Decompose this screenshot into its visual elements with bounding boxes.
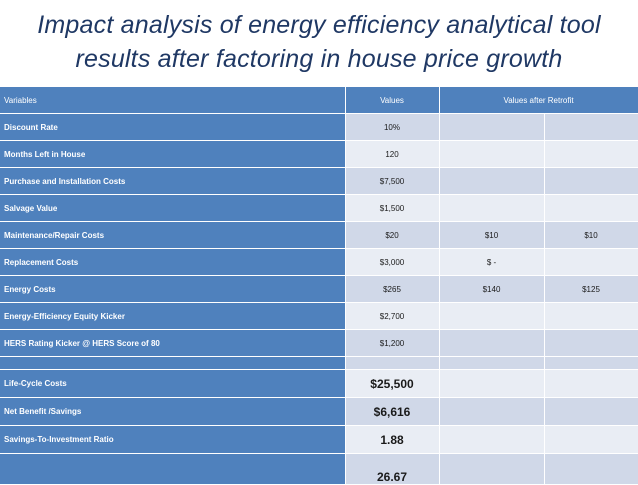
row-retrofit-value-a: $ - (439, 248, 545, 276)
summary-row: 26.67 (0, 453, 638, 485)
table-row: Salvage Value $1,500 (0, 194, 638, 222)
row-label: Replacement Costs (0, 248, 346, 276)
table-row: Replacement Costs $3,000 $ - (0, 248, 638, 276)
row-retrofit-value-b (544, 113, 638, 141)
row-value: $1,200 (345, 329, 440, 357)
summary-label: Net Benefit /Savings (0, 397, 346, 426)
row-retrofit-value-a: $140 (439, 275, 545, 303)
row-label: Energy Costs (0, 275, 346, 303)
summary-value: $6,616 (345, 397, 440, 426)
row-retrofit-value-a (439, 302, 545, 330)
row-label: Maintenance/Repair Costs (0, 221, 346, 249)
table-header-row: Variables Values Values after Retrofit (0, 87, 638, 114)
row-value: $20 (345, 221, 440, 249)
row-label: Months Left in House (0, 140, 346, 168)
header-variables: Variables (0, 87, 346, 114)
table-row: Energy-Efficiency Equity Kicker $2,700 (0, 302, 638, 330)
row-value: $2,700 (345, 302, 440, 330)
row-value: 10% (345, 113, 440, 141)
summary-label (0, 453, 346, 485)
row-label: Energy-Efficiency Equity Kicker (0, 302, 346, 330)
slide-title: Impact analysis of energy efficiency ana… (0, 8, 638, 76)
table-row: Energy Costs $265 $140 $125 (0, 275, 638, 303)
table-row: Maintenance/Repair Costs $20 $10 $10 (0, 221, 638, 249)
row-retrofit-value-a (439, 167, 545, 195)
row-retrofit-value-b (544, 140, 638, 168)
row-retrofit-value-a (439, 329, 545, 357)
row-value: $265 (345, 275, 440, 303)
table-row: HERS Rating Kicker @ HERS Score of 80 $1… (0, 329, 638, 357)
summary-row: Net Benefit /Savings $6,616 (0, 397, 638, 426)
row-value: $1,500 (345, 194, 440, 222)
summary-label: Life-Cycle Costs (0, 369, 346, 398)
row-value: $7,500 (345, 167, 440, 195)
table-spacer-row (0, 356, 638, 370)
row-retrofit-value-b (544, 167, 638, 195)
row-retrofit-value-b (544, 329, 638, 357)
slide-title-line-1: Impact analysis of energy efficiency ana… (37, 11, 601, 39)
row-label: Purchase and Installation Costs (0, 167, 346, 195)
row-value: $3,000 (345, 248, 440, 276)
row-retrofit-value-a: $10 (439, 221, 545, 249)
header-values: Values (345, 87, 440, 114)
row-value: 120 (345, 140, 440, 168)
summary-value: $25,500 (345, 369, 440, 398)
summary-row: Savings-To-Investment Ratio 1.88 (0, 425, 638, 454)
slide-title-line-2: results after factoring in house price g… (75, 45, 563, 73)
table-row: Discount Rate 10% (0, 113, 638, 141)
row-label: Discount Rate (0, 113, 346, 141)
table-row: Months Left in House 120 (0, 140, 638, 168)
summary-value: 1.88 (345, 425, 440, 454)
row-retrofit-value-b (544, 302, 638, 330)
analysis-table: Variables Values Values after Retrofit D… (0, 87, 638, 485)
row-retrofit-value-b (544, 194, 638, 222)
table-row: Purchase and Installation Costs $7,500 (0, 167, 638, 195)
summary-value: 26.67 (345, 453, 440, 485)
row-retrofit-value-a (439, 113, 545, 141)
row-retrofit-value-b: $125 (544, 275, 638, 303)
row-label: Salvage Value (0, 194, 346, 222)
row-label: HERS Rating Kicker @ HERS Score of 80 (0, 329, 346, 357)
summary-label: Savings-To-Investment Ratio (0, 425, 346, 454)
header-values-after-retrofit: Values after Retrofit (439, 87, 638, 114)
row-retrofit-value-a (439, 194, 545, 222)
summary-row: Life-Cycle Costs $25,500 (0, 369, 638, 398)
row-retrofit-value-b (544, 248, 638, 276)
row-retrofit-value-b: $10 (544, 221, 638, 249)
row-retrofit-value-a (439, 140, 545, 168)
